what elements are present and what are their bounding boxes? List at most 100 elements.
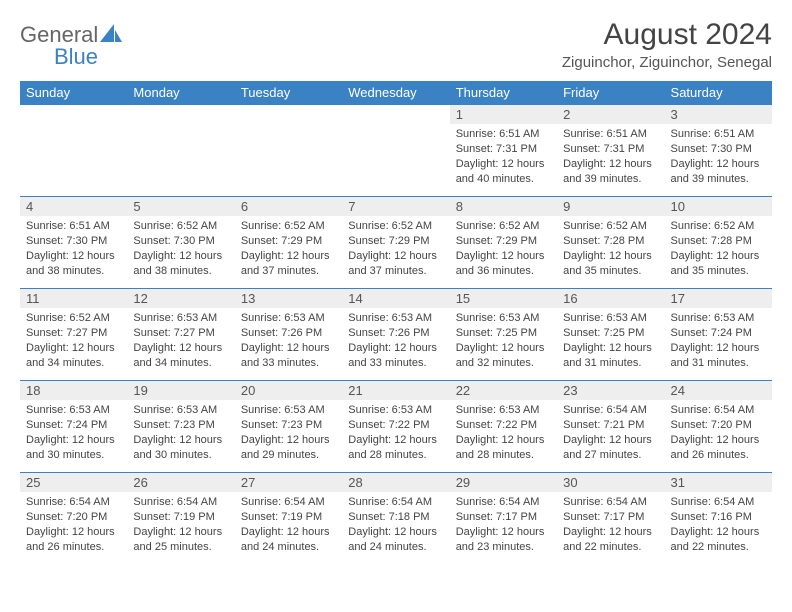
sunset-line: Sunset: 7:28 PM <box>671 235 752 247</box>
calendar-cell: 13Sunrise: 6:53 AMSunset: 7:26 PMDayligh… <box>235 289 342 381</box>
sunrise-line: Sunrise: 6:52 AM <box>671 220 755 232</box>
day-number: 29 <box>450 473 557 492</box>
weekday-header: Tuesday <box>235 81 342 105</box>
day-details: Sunrise: 6:53 AMSunset: 7:27 PMDaylight:… <box>127 308 234 372</box>
daylight-line: Daylight: 12 hours and 33 minutes. <box>348 342 437 369</box>
daylight-line: Daylight: 12 hours and 31 minutes. <box>563 342 652 369</box>
sunrise-line: Sunrise: 6:53 AM <box>241 404 325 416</box>
daylight-line: Daylight: 12 hours and 33 minutes. <box>241 342 330 369</box>
calendar-cell: 8Sunrise: 6:52 AMSunset: 7:29 PMDaylight… <box>450 197 557 289</box>
calendar-cell: 9Sunrise: 6:52 AMSunset: 7:28 PMDaylight… <box>557 197 664 289</box>
daylight-line: Daylight: 12 hours and 34 minutes. <box>26 342 115 369</box>
day-details: Sunrise: 6:54 AMSunset: 7:20 PMDaylight:… <box>665 400 772 464</box>
daylight-line: Daylight: 12 hours and 37 minutes. <box>348 250 437 277</box>
day-number: 8 <box>450 197 557 216</box>
day-details: Sunrise: 6:54 AMSunset: 7:18 PMDaylight:… <box>342 492 449 556</box>
location-subtitle: Ziguinchor, Ziguinchor, Senegal <box>562 54 772 71</box>
sunrise-line: Sunrise: 6:53 AM <box>133 312 217 324</box>
calendar-cell <box>127 105 234 197</box>
sunset-line: Sunset: 7:26 PM <box>241 327 322 339</box>
day-number: 6 <box>235 197 342 216</box>
day-number: 18 <box>20 381 127 400</box>
daylight-line: Daylight: 12 hours and 30 minutes. <box>133 434 222 461</box>
calendar-cell: 3Sunrise: 6:51 AMSunset: 7:30 PMDaylight… <box>665 105 772 197</box>
day-number: 15 <box>450 289 557 308</box>
day-details: Sunrise: 6:53 AMSunset: 7:23 PMDaylight:… <box>127 400 234 464</box>
calendar-cell: 27Sunrise: 6:54 AMSunset: 7:19 PMDayligh… <box>235 473 342 565</box>
day-details: Sunrise: 6:53 AMSunset: 7:23 PMDaylight:… <box>235 400 342 464</box>
sunrise-line: Sunrise: 6:53 AM <box>348 404 432 416</box>
daylight-line: Daylight: 12 hours and 23 minutes. <box>456 526 545 553</box>
calendar-cell: 26Sunrise: 6:54 AMSunset: 7:19 PMDayligh… <box>127 473 234 565</box>
sunrise-line: Sunrise: 6:54 AM <box>348 496 432 508</box>
sunset-line: Sunset: 7:30 PM <box>26 235 107 247</box>
sail-icon <box>100 24 122 42</box>
calendar-cell: 19Sunrise: 6:53 AMSunset: 7:23 PMDayligh… <box>127 381 234 473</box>
day-number: 21 <box>342 381 449 400</box>
sunset-line: Sunset: 7:24 PM <box>671 327 752 339</box>
sunset-line: Sunset: 7:19 PM <box>241 511 322 523</box>
calendar-week-row: 18Sunrise: 6:53 AMSunset: 7:24 PMDayligh… <box>20 381 772 473</box>
month-title: August 2024 <box>562 18 772 52</box>
calendar-cell: 7Sunrise: 6:52 AMSunset: 7:29 PMDaylight… <box>342 197 449 289</box>
sunset-line: Sunset: 7:30 PM <box>671 143 752 155</box>
day-details: Sunrise: 6:53 AMSunset: 7:24 PMDaylight:… <box>20 400 127 464</box>
day-number: 30 <box>557 473 664 492</box>
calendar-week-row: 11Sunrise: 6:52 AMSunset: 7:27 PMDayligh… <box>20 289 772 381</box>
day-details: Sunrise: 6:53 AMSunset: 7:26 PMDaylight:… <box>342 308 449 372</box>
day-number: 3 <box>665 105 772 124</box>
daylight-line: Daylight: 12 hours and 32 minutes. <box>456 342 545 369</box>
daylight-line: Daylight: 12 hours and 22 minutes. <box>563 526 652 553</box>
calendar-week-row: 25Sunrise: 6:54 AMSunset: 7:20 PMDayligh… <box>20 473 772 565</box>
sunrise-line: Sunrise: 6:54 AM <box>563 404 647 416</box>
sunrise-line: Sunrise: 6:54 AM <box>671 496 755 508</box>
sunrise-line: Sunrise: 6:52 AM <box>563 220 647 232</box>
day-details: Sunrise: 6:54 AMSunset: 7:19 PMDaylight:… <box>127 492 234 556</box>
sunset-line: Sunset: 7:19 PM <box>133 511 214 523</box>
day-details: Sunrise: 6:52 AMSunset: 7:29 PMDaylight:… <box>342 216 449 280</box>
sunset-line: Sunset: 7:20 PM <box>26 511 107 523</box>
calendar-body: 1Sunrise: 6:51 AMSunset: 7:31 PMDaylight… <box>20 105 772 565</box>
sunrise-line: Sunrise: 6:51 AM <box>671 128 755 140</box>
daylight-line: Daylight: 12 hours and 26 minutes. <box>26 526 115 553</box>
day-number: 19 <box>127 381 234 400</box>
day-details: Sunrise: 6:51 AMSunset: 7:31 PMDaylight:… <box>557 124 664 188</box>
sunset-line: Sunset: 7:22 PM <box>348 419 429 431</box>
calendar-cell: 5Sunrise: 6:52 AMSunset: 7:30 PMDaylight… <box>127 197 234 289</box>
sunrise-line: Sunrise: 6:53 AM <box>241 312 325 324</box>
sunset-line: Sunset: 7:25 PM <box>456 327 537 339</box>
sunrise-line: Sunrise: 6:52 AM <box>26 312 110 324</box>
day-number: 14 <box>342 289 449 308</box>
day-details: Sunrise: 6:51 AMSunset: 7:30 PMDaylight:… <box>665 124 772 188</box>
sunrise-line: Sunrise: 6:53 AM <box>133 404 217 416</box>
weekday-row: SundayMondayTuesdayWednesdayThursdayFrid… <box>20 81 772 105</box>
calendar-cell: 23Sunrise: 6:54 AMSunset: 7:21 PMDayligh… <box>557 381 664 473</box>
calendar-cell: 12Sunrise: 6:53 AMSunset: 7:27 PMDayligh… <box>127 289 234 381</box>
daylight-line: Daylight: 12 hours and 26 minutes. <box>671 434 760 461</box>
day-details: Sunrise: 6:54 AMSunset: 7:17 PMDaylight:… <box>557 492 664 556</box>
weekday-header: Sunday <box>20 81 127 105</box>
day-number: 2 <box>557 105 664 124</box>
sunrise-line: Sunrise: 6:53 AM <box>671 312 755 324</box>
daylight-line: Daylight: 12 hours and 38 minutes. <box>133 250 222 277</box>
calendar-cell: 16Sunrise: 6:53 AMSunset: 7:25 PMDayligh… <box>557 289 664 381</box>
brand-part2: Blue <box>54 44 98 69</box>
day-details: Sunrise: 6:53 AM Sunset: 7:25 PM Daylight:… <box>450 308 557 372</box>
day-number: 11 <box>20 289 127 308</box>
calendar-table: SundayMondayTuesdayWednesdayThursdayFrid… <box>20 81 772 565</box>
sunrise-line: Sunrise: 6:53 AM <box>26 404 110 416</box>
calendar-cell: 6Sunrise: 6:52 AMSunset: 7:29 PMDaylight… <box>235 197 342 289</box>
sunset-line: Sunset: 7:21 PM <box>563 419 644 431</box>
daylight-line: Daylight: 12 hours and 24 minutes. <box>241 526 330 553</box>
calendar-cell: 15 Sunrise: 6:53 AM Sunset: 7:25 PM Dayligh… <box>450 289 557 381</box>
weekday-header: Monday <box>127 81 234 105</box>
sunrise-line: Sunrise: 6:54 AM <box>241 496 325 508</box>
calendar-cell: 11Sunrise: 6:52 AMSunset: 7:27 PMDayligh… <box>20 289 127 381</box>
day-details: Sunrise: 6:52 AMSunset: 7:30 PMDaylight:… <box>127 216 234 280</box>
sunset-line: Sunset: 7:31 PM <box>456 143 537 155</box>
sunrise-line: Sunrise: 6:53 AM <box>456 312 540 324</box>
calendar-cell: 10Sunrise: 6:52 AMSunset: 7:28 PMDayligh… <box>665 197 772 289</box>
daylight-line: Daylight: 12 hours and 36 minutes. <box>456 250 545 277</box>
day-number: 9 <box>557 197 664 216</box>
calendar-cell: 25Sunrise: 6:54 AMSunset: 7:20 PMDayligh… <box>20 473 127 565</box>
